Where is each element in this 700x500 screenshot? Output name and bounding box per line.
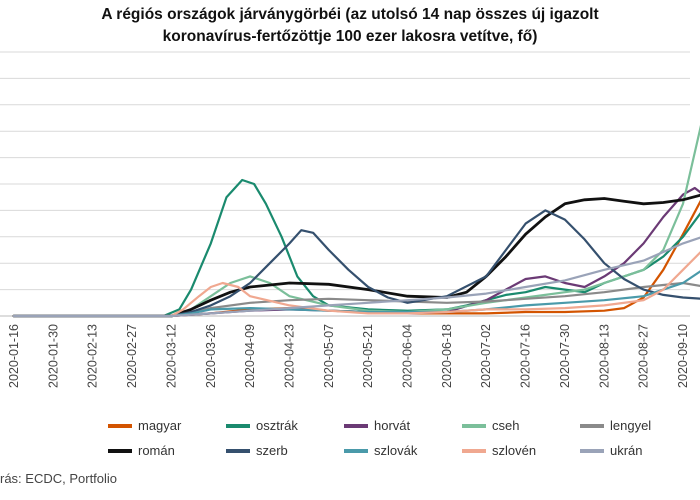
legend-swatch [226,423,250,428]
series-line-cseh [12,124,700,318]
x-tick-label: 2020-04-09 [243,324,257,388]
x-tick-label: 2020-09-10 [676,324,690,388]
legend-item-cseh: cseh [462,418,580,433]
legend-item-szlovák: szlovák [344,443,462,458]
legend-swatch [108,423,132,428]
legend-swatch [580,423,604,428]
legend-item-szlovén: szlovén [462,443,580,458]
x-tick-label: 2020-06-18 [440,324,454,388]
legend-swatch [580,448,604,453]
legend-label: osztrák [256,418,298,433]
legend-label: szlovén [492,443,537,458]
x-tick-label: 2020-02-27 [125,324,139,388]
chart-title-line1: A régiós országok járványgörbéi (az utol… [101,6,599,23]
legend-swatch [226,448,250,453]
legend-label: lengyel [610,418,652,433]
source-note: rás: ECDC, Portfolio [0,471,118,486]
x-tick-label: 2020-07-02 [479,324,493,388]
chart-legend: magyar osztrák horvát cseh lengyel román szerb… [108,418,700,458]
legend-swatch [344,448,368,453]
x-tick-label: 2020-04-23 [282,324,296,388]
x-tick-label: 2020-08-27 [637,324,651,388]
x-tick-label: 2020-06-04 [401,324,415,388]
x-tick-label: 2020-01-16 [7,324,21,388]
legend-item-osztrák: osztrák [226,418,344,433]
legend-label: szlovák [374,443,418,458]
x-tick-label: 2020-05-07 [322,324,336,388]
x-tick-label: 2020-07-30 [558,324,572,388]
x-tick-label: 2020-05-21 [361,324,375,388]
legend-label: horvát [374,418,411,433]
x-tick-label: 2020-08-13 [597,324,611,388]
legend-item-magyar: magyar [108,418,226,433]
legend-item-horvát: horvát [344,418,462,433]
legend-label: szerb [256,443,288,458]
x-tick-label: 2020-07-16 [519,324,533,388]
x-tick-label: 2020-03-26 [204,324,218,388]
legend-label: cseh [492,418,520,433]
series-line-horvát [12,186,700,318]
series-line-szlovén [12,251,700,318]
legend-label: magyar [138,418,182,433]
legend-swatch [462,423,486,428]
legend-item-ukrán: ukrán [580,443,698,458]
legend-label: román [138,443,175,458]
x-tick-label: 2020-02-13 [86,324,100,388]
legend-swatch [462,448,486,453]
legend-swatch [344,423,368,428]
chart-title: A régiós országok járványgörbéi (az utol… [0,4,700,48]
legend-item-román: román [108,443,226,458]
series-line-osztrák [12,178,700,318]
legend-swatch [108,448,132,453]
x-tick-label: 2020-01-30 [46,324,60,388]
series-line-ukrán [12,236,700,318]
legend-label: ukrán [610,443,643,458]
series-line-magyar [12,199,700,318]
legend-item-szerb: szerb [226,443,344,458]
chart-title-line2: koronavírus-fertőzöttje 100 ezer lakosra… [162,28,538,45]
x-tick-label: 2020-03-12 [164,324,178,388]
legend-item-lengyel: lengyel [580,418,698,433]
